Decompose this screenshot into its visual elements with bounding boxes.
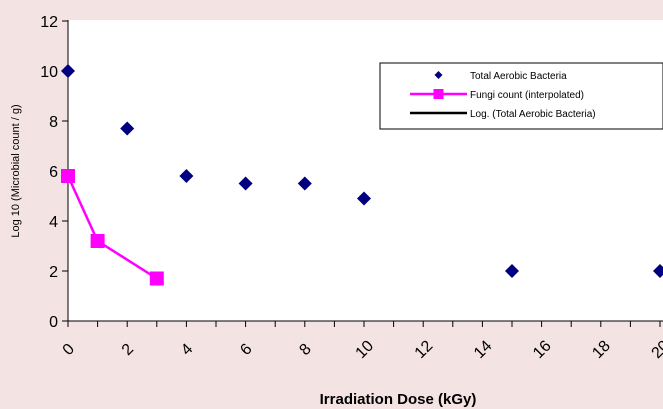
- x-tick-label: 8: [296, 341, 314, 359]
- data-point: [179, 169, 194, 183]
- x-tick-label: 14: [471, 337, 496, 362]
- x-tick-label: 6: [237, 341, 255, 359]
- y-tick-label: 4: [49, 214, 58, 231]
- data-point: [90, 234, 105, 248]
- data-point: [120, 121, 135, 136]
- x-tick-label: 12: [412, 337, 437, 362]
- y-tick-label: 10: [40, 64, 58, 81]
- legend: Total Aerobic Bacteria Fungi count (inter…: [379, 62, 663, 130]
- y-tick-label: 6: [49, 164, 58, 181]
- data-point: [505, 264, 519, 278]
- x-tick-label: 20: [649, 337, 663, 362]
- legend-marker: [434, 71, 443, 79]
- x-axis-title: Irradiation Dose (kGy): [320, 391, 477, 408]
- data-point: [653, 264, 663, 278]
- data-point: [61, 169, 75, 183]
- x-tick-label: 16: [530, 337, 555, 362]
- data-point: [238, 176, 253, 191]
- y-tick-label: 2: [49, 264, 58, 281]
- legend-marker: [433, 89, 444, 99]
- legend-label: Total Aerobic Bacteria: [470, 71, 567, 82]
- y-tick-label: 12: [40, 14, 58, 31]
- x-tick-label: 18: [589, 337, 614, 362]
- data-point: [61, 64, 75, 78]
- x-tick-label: 4: [178, 341, 196, 359]
- data-point: [357, 191, 371, 206]
- data-point: [149, 271, 164, 286]
- legend-box: [379, 62, 663, 130]
- legend-label: Log. (Total Aerobic Bacteria): [470, 109, 596, 120]
- data-point: [297, 176, 312, 191]
- y-tick-label: 8: [49, 114, 58, 131]
- y-axis-title: Log 10 (Microbial count / g): [10, 104, 22, 237]
- legend-label: Fungi count (interpolated): [470, 90, 584, 101]
- x-tick-label: 10: [353, 337, 378, 362]
- x-tick-label: 0: [60, 341, 78, 359]
- y-tick-label: 0: [49, 314, 58, 331]
- x-tick-label: 2: [119, 341, 137, 359]
